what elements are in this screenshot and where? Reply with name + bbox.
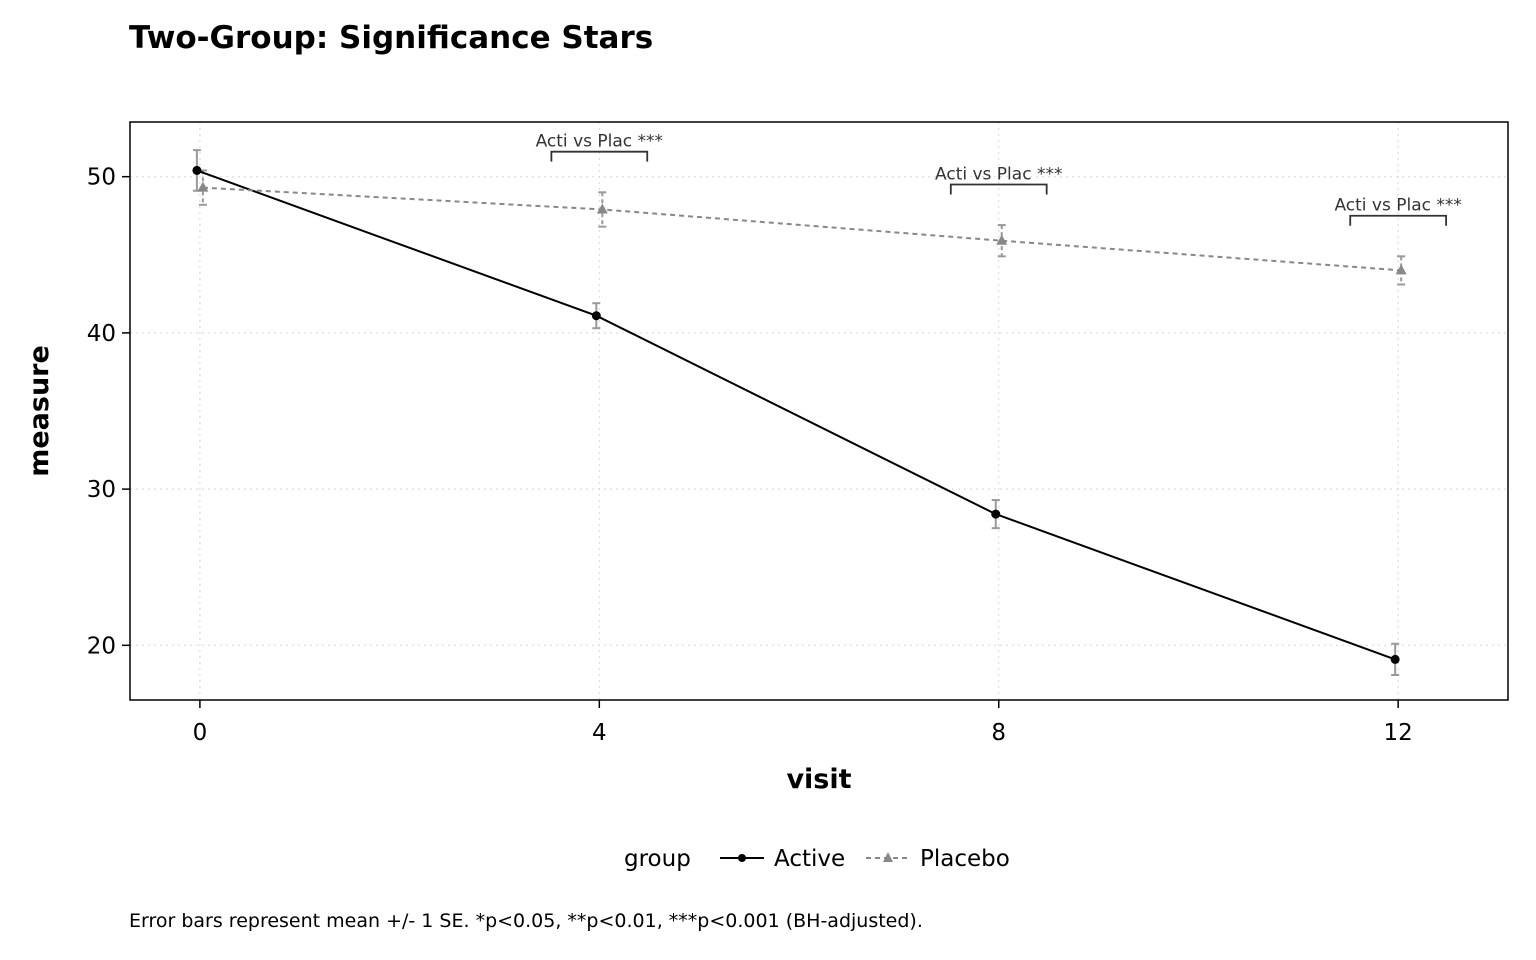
significance-bracket: [949, 183, 1048, 195]
y-axis-label: measure: [24, 345, 55, 477]
axis-ticks: 0 4 8 12 20 30 40 50: [87, 165, 1413, 746]
plot-panel: [129, 121, 1509, 701]
grid-lines: [130, 122, 1508, 700]
legend: group Active Placebo: [624, 846, 1010, 872]
legend-label-placebo: Placebo: [920, 846, 1010, 872]
data-point-placebo: [996, 234, 1008, 245]
series-lines: [196, 169, 1402, 661]
y-tick-label: 30: [87, 477, 116, 503]
x-axis-label: visit: [786, 764, 851, 795]
legend-key-placebo-marker: [883, 852, 893, 862]
x-tick-label: 8: [991, 720, 1006, 746]
data-point-active: [1390, 654, 1400, 664]
data-point-active: [591, 311, 601, 321]
chart-title: Two-Group: Significance Stars: [129, 20, 654, 56]
series-points: [192, 165, 1407, 664]
y-tick-label: 40: [87, 321, 116, 347]
data-point-active: [192, 165, 202, 175]
x-tick-label: 4: [592, 720, 607, 746]
significance-annotations: Acti vs Plac *** Acti vs Plac *** Acti vs …: [536, 132, 1462, 226]
data-point-placebo: [596, 203, 608, 214]
x-tick-label: 0: [193, 720, 208, 746]
series-line-placebo: [202, 186, 1402, 272]
legend-title: group: [624, 846, 691, 872]
legend-key-active-marker: [738, 854, 746, 862]
x-tick-label: 12: [1384, 720, 1413, 746]
series-line-active: [196, 169, 1396, 661]
legend-label-active: Active: [774, 846, 845, 872]
data-point-placebo: [197, 181, 209, 192]
significance-bracket: [1349, 214, 1447, 226]
data-point-active: [991, 509, 1001, 519]
y-tick-label: 20: [87, 633, 116, 659]
significance-label: Acti vs Plac ***: [1334, 196, 1461, 216]
significance-label: Acti vs Plac ***: [536, 132, 663, 152]
significance-label: Acti vs Plac ***: [935, 164, 1062, 184]
y-tick-label: 50: [87, 165, 116, 191]
significance-bracket: [550, 150, 649, 162]
data-point-placebo: [1395, 264, 1407, 275]
chart-caption: Error bars represent mean +/- 1 SE. *p<0…: [129, 910, 923, 932]
